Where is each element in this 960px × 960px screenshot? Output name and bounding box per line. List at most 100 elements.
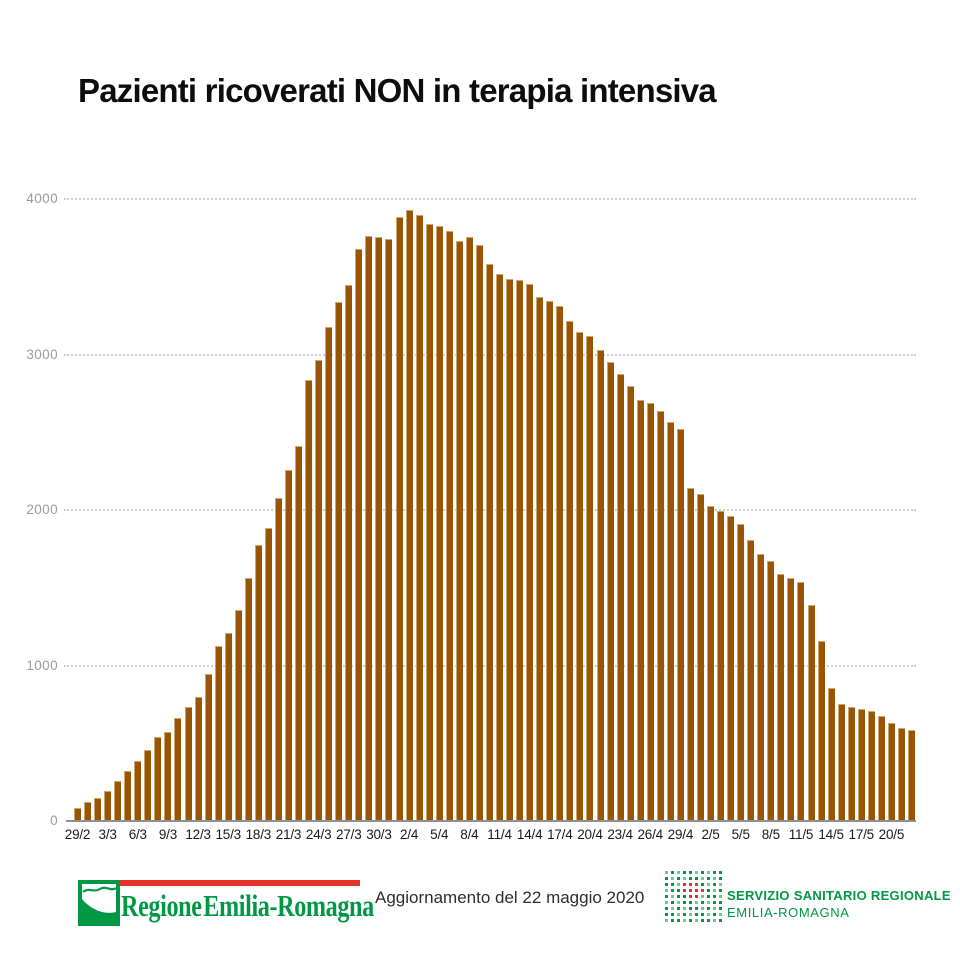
ssr-dot-green — [683, 907, 686, 910]
ssr-dot-green — [683, 877, 686, 880]
x-axis-label: 11/5 — [788, 827, 814, 842]
ssr-dot-green — [701, 871, 704, 874]
bar-8/5 — [767, 560, 775, 821]
bar-6/5 — [747, 539, 755, 821]
bar-21/3 — [285, 470, 292, 821]
x-axis-label: 27/3 — [336, 827, 362, 842]
bar-7/3 — [144, 750, 152, 821]
bar-15/3 — [224, 632, 232, 821]
ssr-dot-green — [695, 913, 698, 916]
bar-9/3 — [164, 731, 172, 821]
bar-1/3 — [84, 801, 92, 821]
ssr-dot-green — [671, 901, 674, 904]
bar-23/3 — [305, 380, 313, 821]
bar-18/4 — [566, 321, 574, 821]
bar-27/4 — [656, 411, 664, 821]
y-axis-label: 4000 — [26, 191, 58, 206]
bar-5/4 — [435, 226, 443, 821]
ssr-dot-green — [707, 895, 710, 898]
ssr-dot-green — [689, 907, 692, 910]
ssr-dot-red — [695, 889, 698, 892]
bar-18/3 — [254, 545, 262, 821]
bar-10/3 — [174, 717, 182, 821]
bar-4/5 — [727, 516, 735, 821]
bar-3/4 — [415, 214, 423, 821]
ssr-dot-green — [665, 889, 668, 892]
ssr-dot-green — [701, 883, 704, 886]
bar-14/3 — [214, 646, 222, 821]
bar-12/5 — [807, 604, 815, 821]
ssr-dot-green — [713, 919, 716, 922]
y-axis-label: 0 — [50, 813, 58, 828]
bar-12/4 — [506, 279, 514, 821]
bar-2/4 — [405, 209, 413, 821]
ssr-dot-green — [671, 889, 674, 892]
bar-19/3 — [264, 527, 272, 821]
ssr-dot-green — [683, 901, 686, 904]
ssr-dot-green — [695, 919, 698, 922]
bar-24/3 — [315, 359, 323, 821]
x-axis-label: 14/5 — [818, 827, 844, 842]
ssr-dot-green — [695, 871, 698, 874]
ssr-dot-green — [677, 907, 680, 910]
bar-16/4 — [546, 300, 554, 821]
bar-29/4 — [676, 429, 684, 821]
bar-20/4 — [586, 335, 594, 821]
bar-2/5 — [707, 506, 715, 821]
ssr-dot-green — [665, 913, 668, 916]
bar-3/5 — [717, 510, 725, 821]
ssr-dot-green — [677, 877, 680, 880]
bar-6/4 — [445, 230, 453, 821]
bar-9/5 — [777, 573, 785, 821]
x-axis-label: 20/4 — [577, 827, 603, 842]
ssr-dot-red — [683, 883, 686, 886]
bar-28/4 — [666, 422, 674, 821]
x-axis-label: 26/4 — [637, 827, 663, 842]
ssr-dot-green — [701, 919, 704, 922]
bar-11/5 — [797, 582, 805, 821]
bar-11/3 — [184, 706, 192, 821]
bar-19/4 — [576, 331, 584, 821]
x-axis-label: 30/3 — [366, 827, 392, 842]
ssr-dot-red — [689, 883, 692, 886]
x-axis-label: 18/3 — [245, 827, 272, 842]
ssr-dot-green — [719, 919, 722, 922]
ssr-dot-green — [707, 871, 710, 874]
bar-14/4 — [526, 283, 534, 821]
ssr-line1: SERVIZIO SANITARIO REGIONALE — [727, 888, 951, 903]
x-axis-label: 12/3 — [185, 827, 211, 842]
ssr-dot-green — [689, 919, 692, 922]
bar-8/4 — [465, 237, 473, 821]
bar-7/5 — [757, 553, 765, 821]
bar-30/4 — [686, 488, 694, 821]
ssr-dot-green — [677, 889, 680, 892]
ssr-text-block: SERVIZIO SANITARIO REGIONALE EMILIA-ROMA… — [727, 888, 951, 920]
bar-22/3 — [295, 446, 303, 821]
ssr-dot-green — [707, 913, 710, 916]
bar-20/5 — [887, 723, 895, 821]
ssr-dot-green — [719, 871, 722, 874]
bar-8/3 — [154, 737, 162, 821]
ssr-dot-green — [689, 901, 692, 904]
bar-22/5 — [908, 730, 915, 821]
plot-area — [74, 199, 915, 821]
bar-13/5 — [817, 641, 825, 821]
ssr-dot-green — [701, 913, 704, 916]
ssr-dot-green — [713, 877, 716, 880]
x-axis-label: 6/3 — [128, 827, 147, 842]
bar-26/3 — [335, 301, 343, 821]
bar-7/4 — [455, 241, 463, 821]
bar-25/3 — [325, 327, 333, 821]
bar-14/5 — [827, 688, 835, 821]
bar-6/3 — [134, 761, 142, 821]
bar-29/2 — [74, 807, 81, 821]
ssr-dot-green — [707, 907, 710, 910]
x-axis-label: 3/3 — [98, 827, 117, 842]
bar-9/4 — [475, 244, 483, 821]
ssr-dot-green — [719, 901, 722, 904]
bar-5/5 — [737, 524, 745, 821]
bar-12/3 — [194, 696, 202, 821]
ssr-dot-green — [671, 913, 674, 916]
bar-26/4 — [646, 403, 654, 821]
bar-21/5 — [897, 727, 905, 821]
